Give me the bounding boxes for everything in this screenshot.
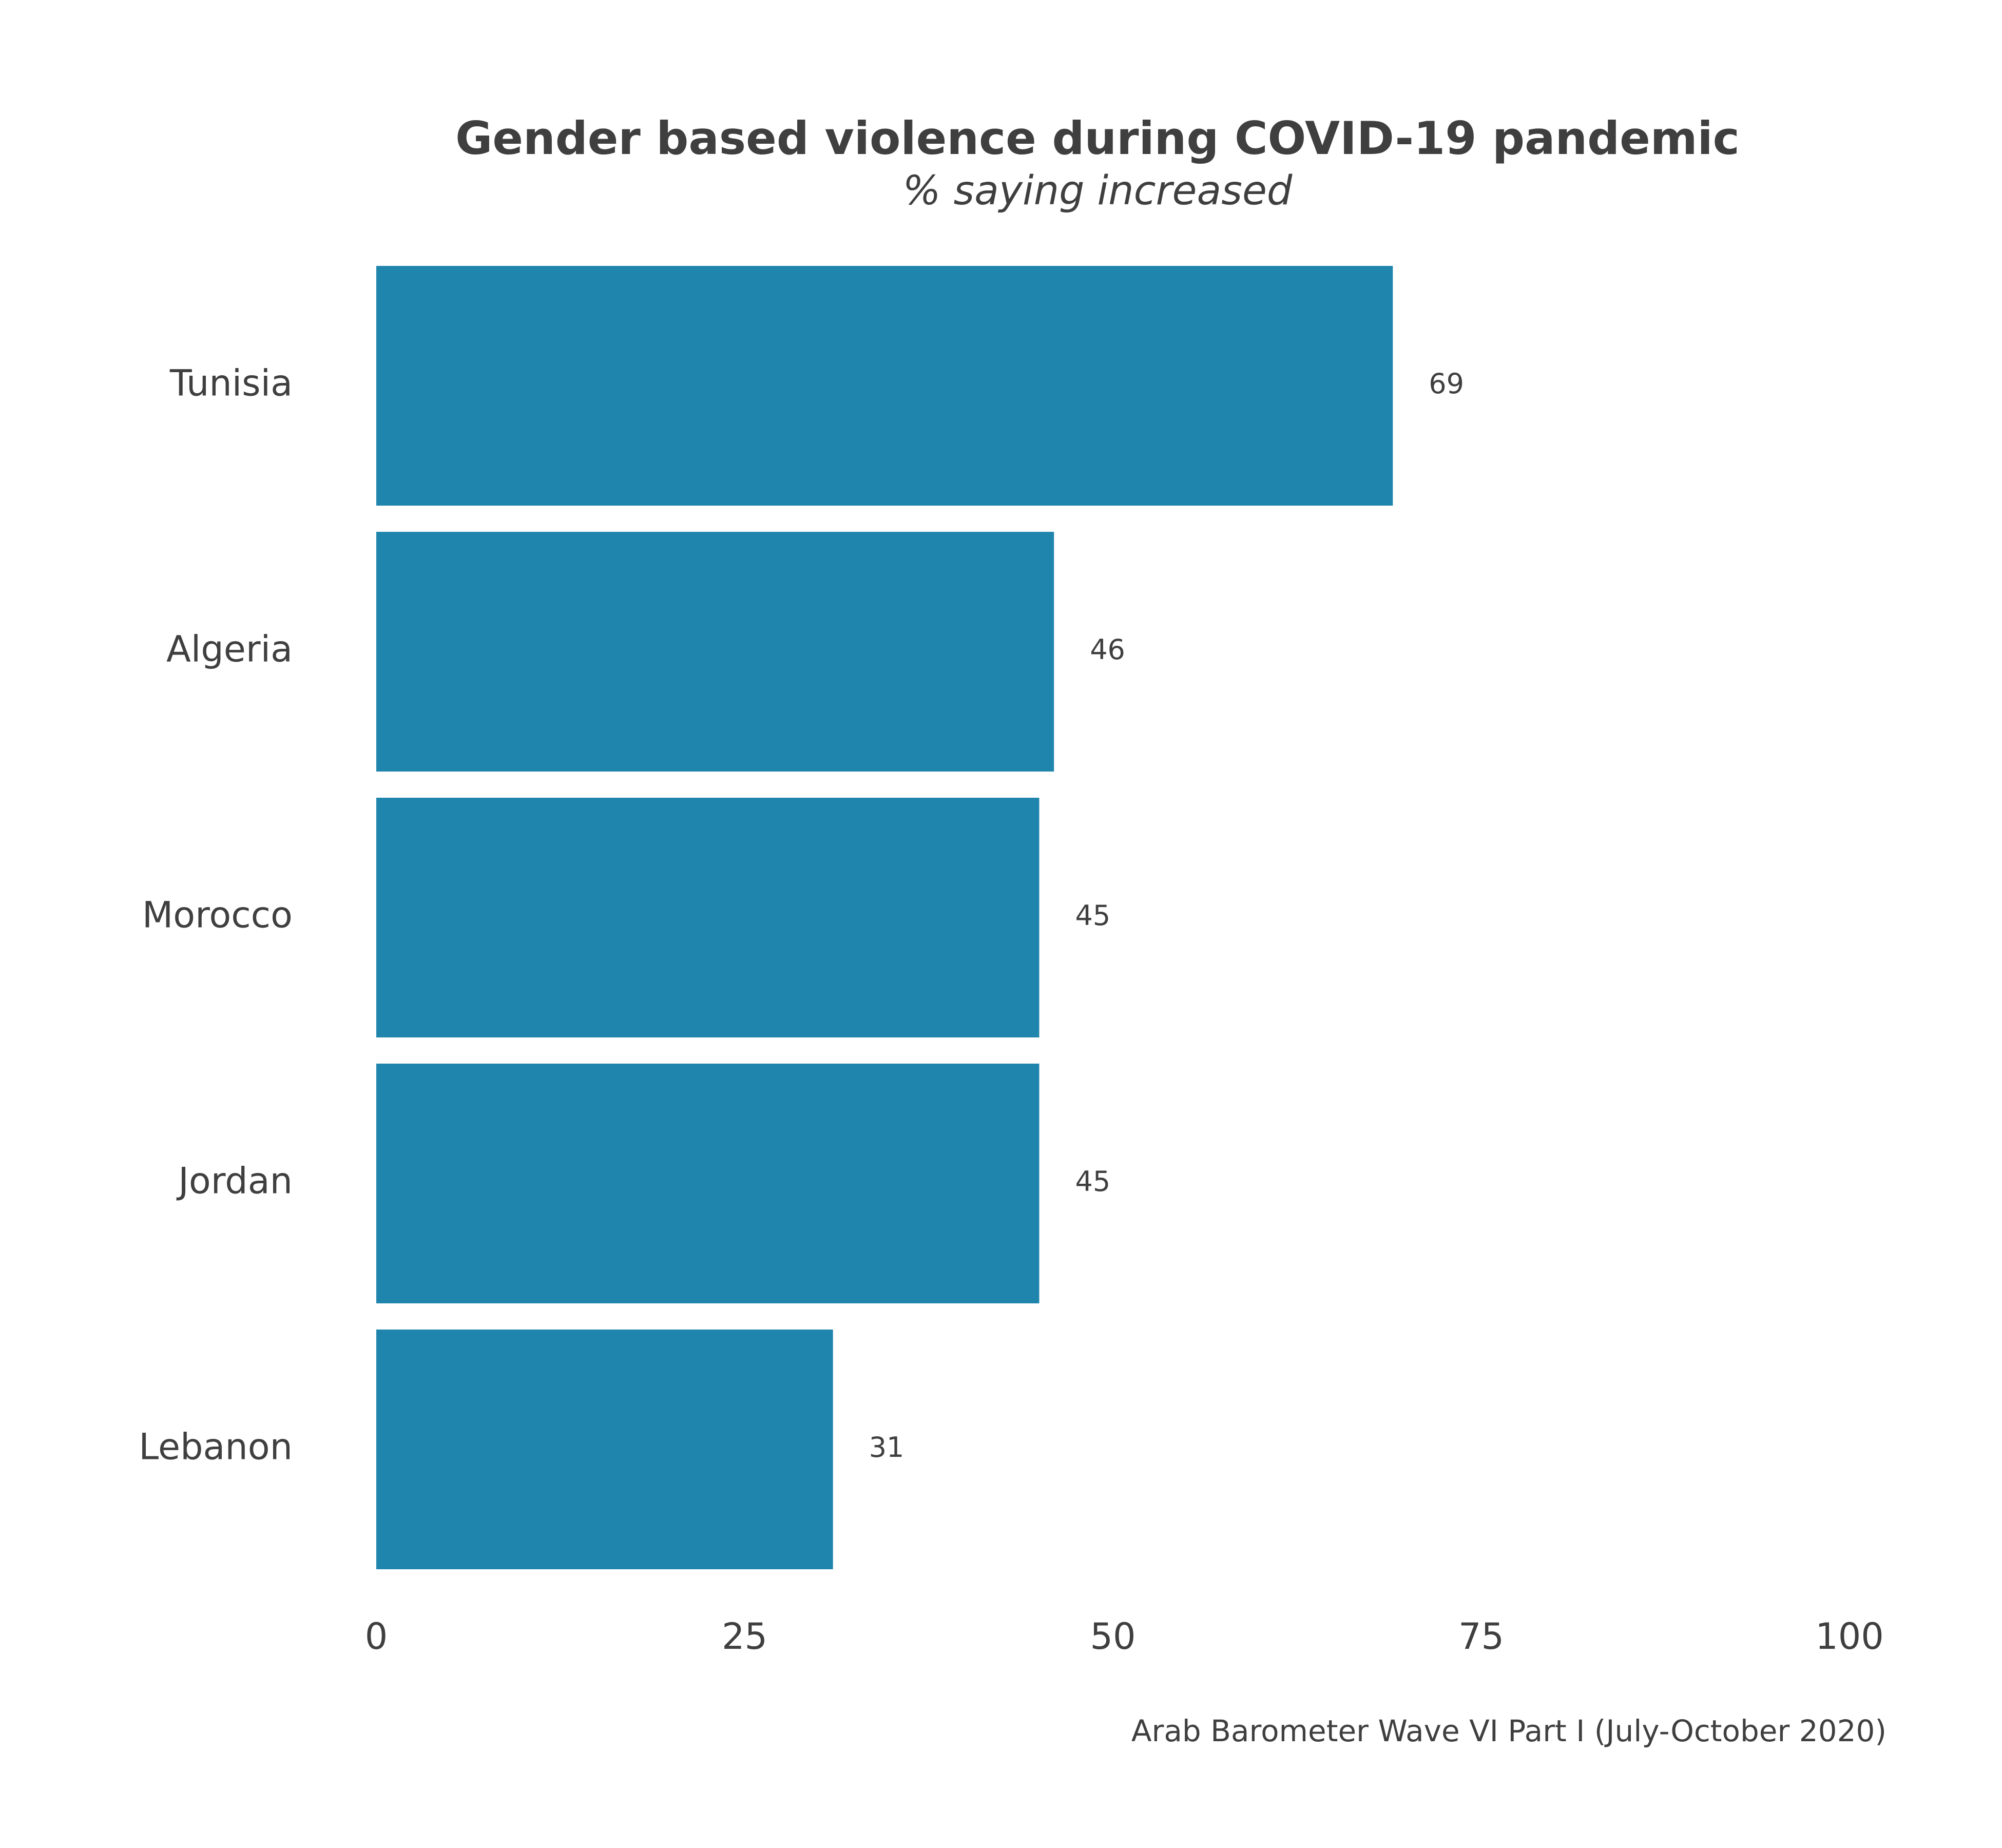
bar-jordan xyxy=(376,1064,1040,1303)
x-tick-label-75: 75 xyxy=(1458,1615,1504,1658)
bars-layer xyxy=(376,266,1393,1569)
category-labels: Tunisia Algeria Morocco Jordan Lebanon xyxy=(139,362,293,1468)
category-label-jordan: Jordan xyxy=(176,1160,293,1202)
value-label-morocco: 45 xyxy=(1075,899,1111,932)
x-tick-label-100: 100 xyxy=(1815,1615,1884,1658)
bar-morocco xyxy=(376,798,1040,1037)
value-labels: 69 46 45 45 31 xyxy=(869,368,1464,1464)
bar-lebanon xyxy=(376,1330,833,1569)
value-label-tunisia: 69 xyxy=(1429,368,1464,400)
x-tick-label-25: 25 xyxy=(722,1615,767,1658)
value-label-algeria: 46 xyxy=(1090,633,1125,666)
bar-tunisia xyxy=(376,266,1393,506)
x-tick-label-50: 50 xyxy=(1090,1615,1135,1658)
chart-caption: Arab Barometer Wave VI Part I (July-Octo… xyxy=(1131,1714,1886,1748)
x-tick-label-0: 0 xyxy=(365,1615,388,1658)
category-label-lebanon: Lebanon xyxy=(139,1426,293,1468)
category-label-algeria: Algeria xyxy=(166,628,293,670)
value-label-jordan: 45 xyxy=(1075,1165,1111,1198)
chart-title: Gender based violence during COVID-19 pa… xyxy=(455,112,1740,165)
chart-subtitle: % saying increased xyxy=(903,168,1293,214)
category-label-tunisia: Tunisia xyxy=(169,362,293,405)
category-label-morocco: Morocco xyxy=(142,894,293,936)
x-axis-ticks: 0 25 50 75 100 xyxy=(365,1615,1884,1658)
value-label-lebanon: 31 xyxy=(869,1431,904,1464)
bar-algeria xyxy=(376,532,1054,772)
